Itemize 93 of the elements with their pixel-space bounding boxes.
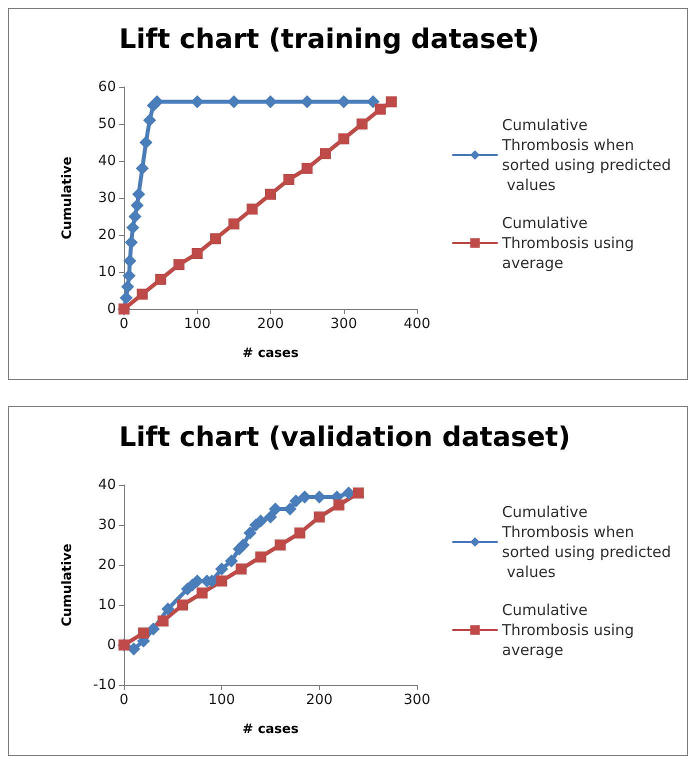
y-tick-label: 40: [98, 153, 116, 169]
point: [215, 562, 228, 576]
point: [236, 564, 247, 574]
point: [236, 538, 250, 552]
x-axis-title: # cases: [242, 346, 299, 361]
x-tick-label: 100: [208, 692, 236, 708]
point: [124, 236, 138, 249]
point: [246, 204, 258, 215]
point: [136, 288, 148, 300]
point: [283, 174, 294, 185]
point: [158, 616, 169, 626]
point: [224, 554, 238, 568]
point: [228, 218, 240, 230]
point: [126, 221, 140, 234]
point: [300, 95, 314, 108]
point: [366, 95, 380, 108]
point: [123, 254, 136, 268]
point: [227, 95, 240, 108]
point: [216, 576, 228, 586]
point: [173, 259, 184, 270]
x-tick-label: 0: [120, 692, 128, 708]
point: [120, 291, 133, 304]
point: [337, 95, 350, 108]
y-tick-label: 30: [98, 190, 116, 206]
y-axis-title: Cumulative: [60, 156, 75, 240]
x-tick-label: 300: [404, 692, 430, 708]
x-tick-label: 200: [257, 316, 284, 332]
point: [294, 528, 306, 538]
point: [128, 210, 142, 223]
x-tick-label: 300: [330, 316, 358, 332]
point: [130, 198, 144, 212]
y-tick-label: 10: [98, 264, 116, 280]
point: [132, 188, 146, 201]
point: [196, 588, 208, 598]
legend-label: Cumulative Thrombosis using average: [501, 214, 639, 272]
point: [255, 552, 266, 562]
point: [274, 540, 286, 550]
y-tick-label: 60: [98, 79, 116, 95]
x-tick-label: 100: [184, 316, 211, 332]
y-tick-label: -10: [93, 677, 116, 693]
point: [243, 526, 256, 540]
point: [177, 600, 188, 610]
chart-title: Lift chart (training dataset): [119, 24, 540, 55]
point: [161, 602, 174, 616]
y-tick-label: 10: [98, 597, 116, 613]
point: [136, 162, 149, 175]
point: [122, 269, 136, 282]
y-tick-label: 20: [98, 557, 116, 573]
point: [254, 514, 268, 528]
x-tick-label: 200: [306, 692, 333, 708]
point: [190, 574, 204, 588]
point: [146, 622, 160, 636]
point: [264, 95, 277, 108]
point: [352, 488, 364, 498]
point: [150, 95, 164, 108]
point: [314, 512, 325, 522]
point: [320, 148, 331, 160]
point: [121, 280, 134, 294]
y-tick-label: 0: [107, 301, 116, 317]
point: [386, 96, 397, 108]
y-axis-title: Cumulative: [60, 543, 75, 626]
point: [210, 233, 222, 244]
y-tick-label: 50: [98, 116, 116, 132]
y-tick-label: 40: [98, 477, 116, 493]
point: [284, 502, 297, 516]
point: [143, 114, 156, 127]
point: [127, 642, 140, 656]
point: [356, 118, 368, 130]
legend-label: Cumulative Thrombosis when sorted using predicted values: [501, 503, 671, 581]
point: [312, 490, 326, 504]
point: [138, 628, 150, 638]
point: [302, 162, 313, 174]
point: [265, 188, 276, 200]
x-axis-title: # cases: [242, 722, 299, 737]
point: [268, 502, 282, 516]
point: [155, 274, 166, 285]
x-tick-label: 0: [120, 316, 128, 332]
point: [190, 95, 204, 108]
point: [192, 248, 203, 259]
point: [374, 104, 386, 115]
point: [139, 136, 152, 149]
y-tick-label: 0: [107, 637, 116, 653]
legend-label: Cumulative Thrombosis using average: [501, 601, 639, 659]
x-tick-label: 400: [404, 316, 430, 332]
point: [338, 133, 350, 144]
y-tick-label: 20: [98, 227, 116, 243]
point: [264, 510, 277, 524]
legend-label: Cumulative Thrombosis when sorted using predicted values: [501, 116, 671, 194]
y-tick-label: 30: [98, 517, 116, 533]
point: [298, 490, 312, 504]
point: [289, 494, 302, 508]
chart-title: Lift chart (validation dataset): [119, 422, 570, 453]
point: [333, 500, 344, 510]
